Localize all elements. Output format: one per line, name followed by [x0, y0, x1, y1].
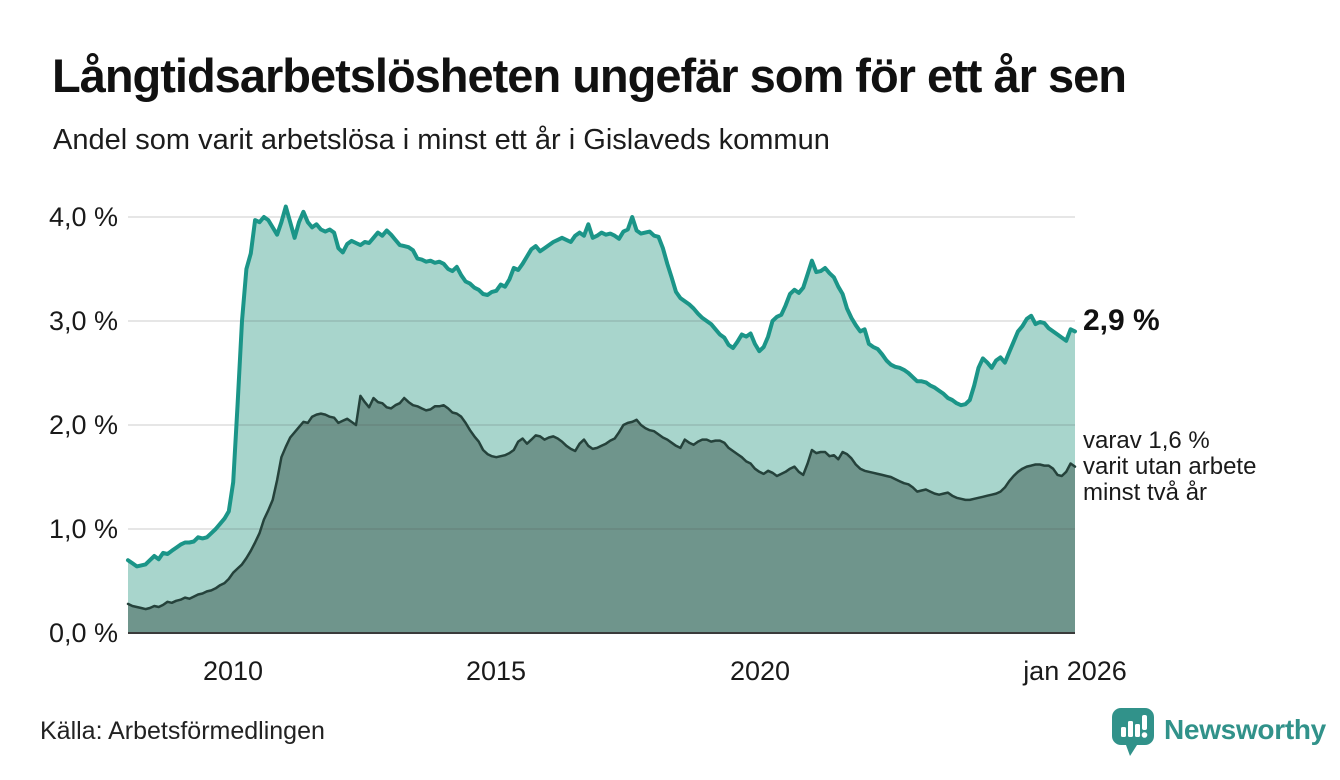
series-end-value-label: 2,9 % — [1083, 304, 1160, 337]
y-axis-tick-label: 3,0 % — [48, 306, 118, 336]
y-axis-tick-label: 0,0 % — [48, 618, 118, 648]
series-area-2 — [128, 395, 1075, 633]
x-axis-tick-label: 2015 — [465, 656, 527, 686]
y-axis-tick-label: 2,0 % — [48, 410, 118, 440]
brand-name: Newsworthy — [1164, 714, 1326, 745]
y-axis-tick-label: 4,0 % — [48, 202, 118, 232]
series-secondary-note: varav 1,6 % varit utan arbete minst två … — [1083, 427, 1257, 506]
chart-subtitle: Andel som varit arbetslösa i minst ett å… — [53, 124, 830, 156]
source-attribution: Källa: Arbetsförmedlingen — [40, 717, 325, 745]
series-line-2 — [126, 394, 1077, 611]
y-axis-tick-label: 1,0 % — [48, 514, 118, 544]
brand-logo: Newsworthy — [1112, 708, 1326, 758]
newsworthy-icon — [1112, 708, 1154, 756]
x-axis-tick-label: jan 2026 — [1023, 656, 1127, 686]
x-axis-tick-label: 2010 — [202, 656, 264, 686]
x-axis-tick-label: 2020 — [729, 656, 791, 686]
series-line-1 — [126, 204, 1077, 569]
page-title: Långtidsarbetslösheten ungefär som för e… — [52, 49, 1127, 102]
